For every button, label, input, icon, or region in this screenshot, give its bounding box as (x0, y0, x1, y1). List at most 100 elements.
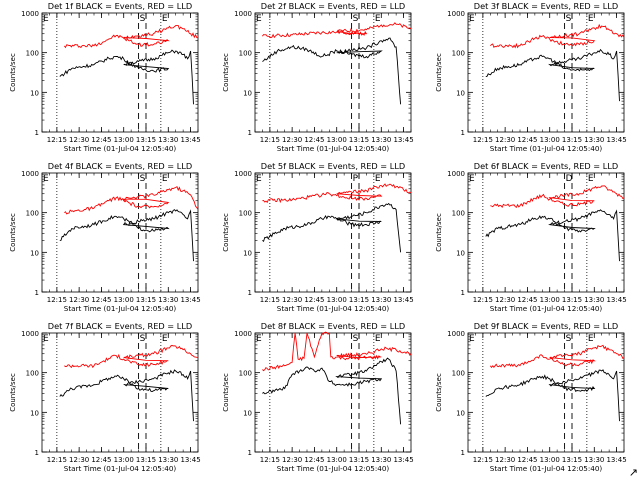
series-line-black (59, 49, 194, 105)
event-marker-label: S (353, 14, 359, 24)
event-marker-label: S (566, 334, 572, 344)
x-tick-label: 13:15 (562, 296, 582, 304)
x-tick-label: 13:15 (136, 136, 156, 144)
x-tick-label: 13:00 (114, 136, 134, 144)
chart-panel-2: Det 2f BLACK = Events, RED = LLD 1 10 100 10… (222, 1, 414, 153)
series-line-black (262, 37, 402, 105)
y-axis-label: Counts/sec (9, 213, 17, 252)
x-tick-label: 12:45 (91, 456, 111, 464)
x-tick-label: 13:30 (371, 136, 391, 144)
chart-panel-1: Det 1f BLACK = Events, RED = LLD 1 10 100 10… (9, 1, 201, 153)
x-tick-label: 13:30 (584, 296, 604, 304)
event-marker-label: E (588, 334, 594, 344)
y-axis-label: Counts/sec (435, 373, 443, 412)
x-tick-label: 12:45 (517, 136, 537, 144)
x-tick-label: 12:45 (517, 296, 537, 304)
y-tick-label: 100 (239, 50, 252, 58)
x-tick-label: 13:30 (371, 296, 391, 304)
chart-panel-7: Det 7f BLACK = Events, RED = LLD 1 10 100 10… (9, 321, 201, 473)
x-tick-label: 13:00 (114, 456, 134, 464)
y-tick-label: 1000 (21, 170, 39, 178)
x-tick-label: 13:15 (562, 136, 582, 144)
y-tick-label: 100 (239, 210, 252, 218)
chart-panel-9: Det 9f BLACK = Events, RED = LLD 1 10 100 10… (435, 321, 627, 473)
plot-frame (254, 332, 412, 453)
chart-panel-8: Det 8f BLACK = Events, RED = LLD 1 10 100 10… (222, 321, 414, 473)
x-tick-label: 13:15 (349, 456, 369, 464)
y-tick-label: 10 (30, 89, 39, 97)
y-tick-label: 1000 (447, 330, 465, 338)
x-tick-label: 12:45 (91, 136, 111, 144)
y-tick-label: 1 (461, 449, 465, 457)
x-tick-label: 13:45 (180, 136, 200, 144)
event-marker-label: S (140, 174, 146, 184)
y-axis-label: Counts/sec (435, 53, 443, 92)
x-tick-label: 13:00 (114, 296, 134, 304)
event-marker-label: E (469, 334, 475, 344)
y-tick-label: 10 (456, 249, 465, 257)
event-marker-label: E (469, 174, 475, 184)
y-tick-label: 1 (248, 289, 252, 297)
y-tick-label: 100 (452, 210, 465, 218)
series-line-red (262, 183, 412, 204)
x-axis-label: Start Time (01-Jul-04 12:05:40) (64, 464, 177, 473)
y-tick-label: 100 (452, 370, 465, 378)
y-tick-label: 100 (26, 370, 39, 378)
x-tick-label: 12:30 (495, 136, 515, 144)
event-marker-label: E (375, 14, 381, 24)
x-tick-label: 13:45 (606, 296, 626, 304)
x-tick-label: 12:15 (47, 296, 67, 304)
x-tick-label: 12:30 (69, 456, 89, 464)
x-tick-label: 12:15 (260, 136, 280, 144)
y-tick-label: 100 (239, 370, 252, 378)
x-tick-label: 12:30 (69, 136, 89, 144)
event-marker-label: E (375, 334, 381, 344)
x-tick-label: 12:30 (282, 296, 302, 304)
event-marker-label: E (43, 334, 49, 344)
x-tick-label: 13:30 (584, 456, 604, 464)
x-tick-label: 13:15 (562, 456, 582, 464)
chart-title: Det 5f BLACK = Events, RED = LLD (261, 161, 405, 171)
x-tick-label: 12:30 (69, 296, 89, 304)
plot-frame (467, 12, 625, 133)
y-tick-label: 1000 (447, 170, 465, 178)
y-axis-label: Counts/sec (222, 53, 230, 92)
chart-title: Det 6f BLACK = Events, RED = LLD (474, 161, 618, 171)
x-tick-label: 13:45 (606, 456, 626, 464)
series-line-black (59, 369, 194, 422)
event-marker-label: E (588, 14, 594, 24)
x-tick-label: 12:30 (282, 136, 302, 144)
y-tick-label: 10 (30, 409, 39, 417)
x-axis-label: Start Time (01-Jul-04 12:05:40) (277, 304, 390, 313)
y-tick-label: 1000 (21, 10, 39, 18)
series-line-red (262, 22, 412, 39)
x-tick-label: 12:15 (473, 456, 493, 464)
chart-title: Det 8f BLACK = Events, RED = LLD (261, 321, 405, 331)
event-marker-label: S (566, 14, 572, 24)
event-marker-label: E (162, 14, 168, 24)
y-tick-label: 10 (243, 89, 252, 97)
event-marker-label: P (353, 174, 359, 184)
y-tick-label: 1000 (447, 10, 465, 18)
event-marker-label: E (256, 174, 262, 184)
series-line-black (485, 369, 620, 422)
y-tick-label: 1000 (21, 330, 39, 338)
y-tick-label: 1 (35, 129, 39, 137)
x-tick-label: 13:30 (158, 456, 178, 464)
x-tick-label: 13:45 (606, 136, 626, 144)
plot-frame (254, 172, 412, 293)
x-tick-label: 12:15 (473, 136, 493, 144)
event-marker-label: E (375, 174, 381, 184)
chart-panel-6: Det 6f BLACK = Events, RED = LLD 1 10 100 10… (435, 161, 627, 313)
event-marker-label: D (566, 174, 573, 184)
chart-title: Det 3f BLACK = Events, RED = LLD (474, 1, 618, 11)
x-tick-label: 12:45 (304, 136, 324, 144)
x-tick-label: 12:15 (260, 456, 280, 464)
series-line-red (64, 344, 199, 369)
x-tick-label: 13:30 (158, 136, 178, 144)
chart-title: Det 7f BLACK = Events, RED = LLD (48, 321, 192, 331)
x-tick-label: 13:45 (393, 136, 413, 144)
y-axis-label: Counts/sec (9, 53, 17, 92)
chart-title: Det 4f BLACK = Events, RED = LLD (48, 161, 192, 171)
